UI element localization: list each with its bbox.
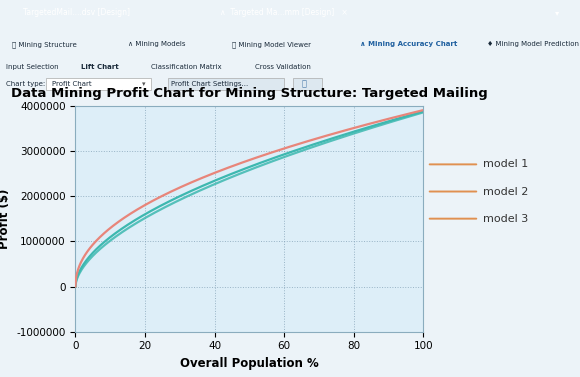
Text: ⎙: ⎙	[302, 80, 307, 89]
Text: ∧ Mining Accuracy Chart: ∧ Mining Accuracy Chart	[360, 41, 457, 48]
Text: TargetedMail....dsv [Design]: TargetedMail....dsv [Design]	[23, 8, 130, 17]
Text: model 2: model 2	[483, 187, 528, 196]
Bar	[168, 78, 284, 90]
Bar	[293, 78, 322, 90]
Text: Chart type:: Chart type:	[6, 81, 45, 87]
X-axis label: Overall Population %: Overall Population %	[180, 357, 319, 370]
Text: ▾: ▾	[142, 81, 146, 87]
Text: ⛶ Mining Structure: ⛶ Mining Structure	[12, 41, 77, 48]
Title: Data Mining Profit Chart for Mining Structure: Targeted Mailing: Data Mining Profit Chart for Mining Stru…	[11, 87, 488, 100]
Text: Cross Validation: Cross Validation	[255, 64, 311, 69]
Text: Lift Chart: Lift Chart	[81, 64, 119, 69]
Text: Classification Matrix: Classification Matrix	[151, 64, 222, 69]
Text: ∧  Targeted Ma...mm [Design]   ×: ∧ Targeted Ma...mm [Design] ×	[220, 8, 348, 17]
Text: ♦ Mining Model Prediction: ♦ Mining Model Prediction	[487, 41, 579, 48]
Text: ⛶ Mining Model Viewer: ⛶ Mining Model Viewer	[232, 41, 311, 48]
Text: ∧ Mining Models: ∧ Mining Models	[128, 41, 185, 48]
Text: ▾: ▾	[554, 8, 559, 17]
Text: model 3: model 3	[483, 214, 528, 224]
Text: Profit Chart Settings...: Profit Chart Settings...	[171, 81, 248, 87]
Text: model 1: model 1	[483, 159, 528, 169]
Text: Input Selection: Input Selection	[6, 64, 59, 69]
Text: Profit Chart: Profit Chart	[52, 81, 92, 87]
Y-axis label: Profit ($): Profit ($)	[0, 188, 11, 249]
Bar	[46, 78, 151, 90]
